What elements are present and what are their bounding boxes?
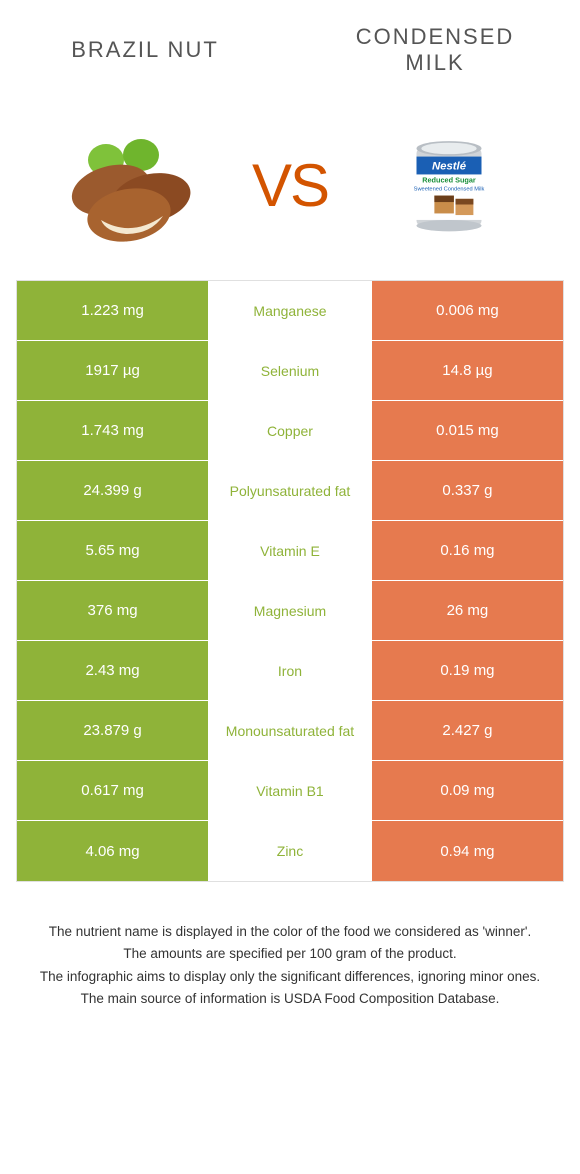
left-food-title: BRAZIL NUT [0,37,290,63]
right-food-title: CONDENSED MILK [290,24,580,77]
right-value: 0.16 mg [372,521,563,580]
table-row: 0.617 mgVitamin B10.09 mg [17,761,563,821]
left-value: 1917 µg [17,341,208,400]
svg-text:Nestlé: Nestlé [432,161,466,173]
right-value: 0.09 mg [372,761,563,820]
right-value: 26 mg [372,581,563,640]
left-value: 1.223 mg [17,281,208,340]
nutrient-name: Magnesium [208,581,372,640]
nutrient-name: Iron [208,641,372,700]
table-row: 1.223 mgManganese0.006 mg [17,281,563,341]
right-title-line1: CONDENSED [356,24,515,49]
left-value: 1.743 mg [17,401,208,460]
right-title-line2: MILK [405,50,464,75]
footnote-2: The amounts are specified per 100 gram o… [30,944,550,964]
right-value: 2.427 g [372,701,563,760]
footnote-3: The infographic aims to display only the… [30,967,550,987]
right-value: 0.94 mg [372,821,563,881]
vs-label: VS [252,151,328,220]
hero-row: VS Nestlé Reduced Sugar Sweetened Conden… [0,100,580,280]
footnote-1: The nutrient name is displayed in the co… [30,922,550,942]
nutrient-name: Polyunsaturated fat [208,461,372,520]
nutrient-name: Zinc [208,821,372,881]
svg-text:Reduced Sugar: Reduced Sugar [423,176,477,185]
right-value: 14.8 µg [372,341,563,400]
condensed-milk-icon: Nestlé Reduced Sugar Sweetened Condensed… [384,120,514,250]
left-value: 24.399 g [17,461,208,520]
header-row: BRAZIL NUT CONDENSED MILK [0,0,580,100]
right-value: 0.19 mg [372,641,563,700]
table-row: 1917 µgSelenium14.8 µg [17,341,563,401]
nutrient-name: Manganese [208,281,372,340]
left-value: 4.06 mg [17,821,208,881]
table-row: 1.743 mgCopper0.015 mg [17,401,563,461]
left-value: 5.65 mg [17,521,208,580]
left-food-image [51,120,211,250]
footnotes: The nutrient name is displayed in the co… [30,922,550,1009]
right-food-image: Nestlé Reduced Sugar Sweetened Condensed… [369,120,529,250]
nutrient-name: Vitamin B1 [208,761,372,820]
right-value: 0.015 mg [372,401,563,460]
left-value: 0.617 mg [17,761,208,820]
table-row: 4.06 mgZinc0.94 mg [17,821,563,881]
nutrient-table: 1.223 mgManganese0.006 mg1917 µgSelenium… [16,280,564,882]
table-row: 376 mgMagnesium26 mg [17,581,563,641]
nutrient-name: Copper [208,401,372,460]
right-value: 0.337 g [372,461,563,520]
right-value: 0.006 mg [372,281,563,340]
table-row: 2.43 mgIron0.19 mg [17,641,563,701]
table-row: 5.65 mgVitamin E0.16 mg [17,521,563,581]
table-row: 24.399 gPolyunsaturated fat0.337 g [17,461,563,521]
footnote-4: The main source of information is USDA F… [30,989,550,1009]
left-value: 2.43 mg [17,641,208,700]
brazil-nut-icon [51,120,211,250]
svg-text:Sweetened Condensed Milk: Sweetened Condensed Milk [414,187,485,193]
table-row: 23.879 gMonounsaturated fat2.427 g [17,701,563,761]
left-value: 376 mg [17,581,208,640]
nutrient-name: Monounsaturated fat [208,701,372,760]
left-value: 23.879 g [17,701,208,760]
nutrient-name: Selenium [208,341,372,400]
nutrient-name: Vitamin E [208,521,372,580]
